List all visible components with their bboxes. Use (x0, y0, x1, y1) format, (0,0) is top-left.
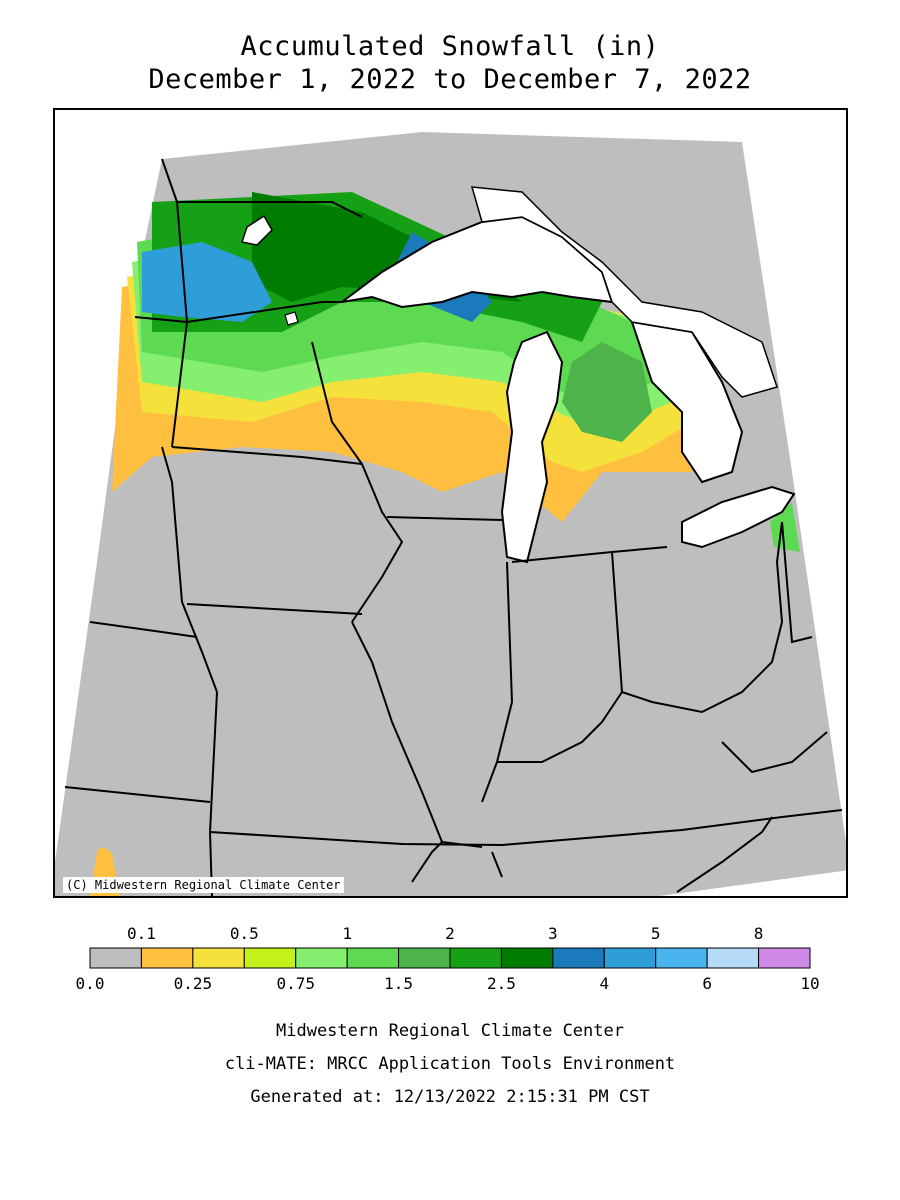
legend-bar (89, 947, 811, 969)
legend-upper-label: 0.5 (229, 924, 259, 943)
legend-lower-label: 4 (599, 974, 610, 993)
lake-erie (681, 485, 796, 549)
legend-swatch (603, 947, 657, 969)
legend-lower-label: 0.25 (173, 974, 213, 993)
lake-fragment-2 (284, 311, 299, 326)
legend-swatch (706, 947, 760, 969)
lake-superior (341, 215, 614, 309)
legend-swatch (758, 947, 811, 969)
legend-swatch (500, 947, 554, 969)
snow-zone-michigan-green (562, 342, 652, 442)
footer-generated-time: Generated at: 12/13/2022 2:15:31 PM CST (250, 1087, 650, 1107)
color-legend: 0.0 0.25 0.75 1.5 2.5 4 6 10 0.1 0.5 1 2 3 5 8 (0, 918, 900, 998)
lake-michigan (500, 330, 564, 564)
legend-lower-label: 2.5 (486, 974, 516, 993)
legend-swatch (140, 947, 194, 969)
legend-upper-label: 1 (342, 924, 352, 943)
legend-swatch (89, 947, 142, 969)
legend-lower-label: 10 (800, 974, 820, 993)
legend-swatch (552, 947, 605, 969)
legend-lower-label: 0.0 (75, 974, 105, 993)
legend-swatch (449, 947, 502, 969)
map-title: Accumulated Snowfall (in) (240, 31, 660, 62)
lake-huron (630, 320, 744, 484)
legend-upper-label: 0.1 (126, 924, 156, 943)
legend-upper-label: 8 (753, 924, 764, 943)
snow-zone-ohio-edge (770, 502, 800, 552)
legend-lower-label: 0.75 (276, 974, 315, 993)
footer-tool-name: cli-MATE: MRCC Application Tools Environ… (224, 1054, 676, 1074)
footer-organization: Midwestern Regional Climate Center (276, 1021, 624, 1041)
state-boundaries (64, 158, 843, 896)
legend-upper-label: 5 (650, 924, 661, 943)
legend-lower-label: 1.5 (384, 974, 414, 993)
legend-upper-label: 3 (548, 924, 558, 943)
legend-lower-label: 6 (702, 974, 712, 993)
map-canvas (55, 132, 846, 896)
legend-swatch (346, 947, 400, 969)
legend-upper-label: 2 (445, 924, 455, 943)
legend-swatch (243, 947, 297, 969)
lake-winnipeg-fragment (241, 214, 273, 246)
snowfall-map: (C) Midwestern Regional Climate Center (53, 108, 848, 898)
legend-swatch (398, 947, 451, 969)
legend-swatch (295, 947, 348, 969)
legend-swatch (655, 947, 708, 969)
map-subtitle-date-range: December 1, 2022 to December 7, 2022 (148, 64, 752, 95)
legend-swatch (192, 947, 245, 969)
canada-ontario-region (470, 186, 778, 398)
snow-zone-blue (142, 242, 272, 322)
copyright-label: (C) Midwestern Regional Climate Center (63, 877, 344, 893)
